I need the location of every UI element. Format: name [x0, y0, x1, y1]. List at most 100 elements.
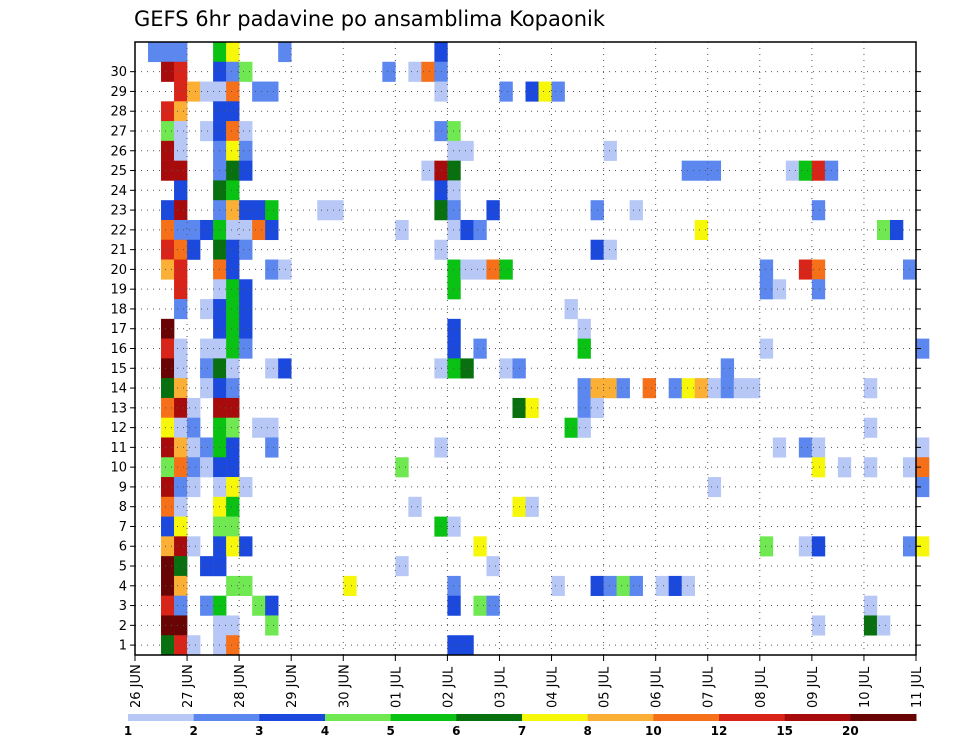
heatmap-cell [226, 575, 240, 596]
legend-level-label: 6 [452, 724, 460, 738]
heatmap-cell [226, 378, 240, 399]
heatmap-cell [161, 477, 175, 498]
legend-swatch [456, 714, 523, 721]
heatmap-cell [226, 536, 240, 557]
heatmap-cell [473, 595, 487, 616]
heatmap-cell [174, 121, 188, 142]
heatmap-cell [161, 42, 175, 63]
heatmap-cell [577, 378, 591, 399]
legend-swatch [325, 714, 392, 721]
x-tick-label: 30 JUN [337, 664, 352, 708]
heatmap-cell [460, 358, 474, 379]
x-tick-label: 26 JUN [129, 664, 144, 708]
y-tick-label: 17 [110, 322, 127, 337]
heatmap-cell [187, 536, 201, 557]
heatmap-cell [161, 378, 175, 399]
heatmap-cell [876, 615, 891, 636]
heatmap-cell [525, 397, 539, 419]
heatmap-cell [174, 575, 188, 596]
heatmap-cell [239, 219, 253, 241]
heatmap-cell [863, 595, 878, 616]
heatmap-cell [161, 457, 175, 478]
heatmap-cell [447, 358, 461, 379]
heatmap-cell [720, 378, 735, 399]
heatmap-cell [798, 437, 813, 458]
legend-level-label: 1 [124, 724, 132, 738]
heatmap-cell [226, 516, 240, 537]
y-tick-label: 5 [119, 560, 127, 575]
heatmap-cell [330, 200, 344, 221]
heatmap-cell [395, 556, 409, 577]
heatmap-cell [174, 160, 188, 181]
heatmap-cell [811, 160, 826, 181]
x-tick-label: 10 JUL [858, 666, 873, 708]
y-tick-label: 30 [110, 65, 127, 80]
heatmap-cell [161, 536, 175, 557]
heatmap-cell [759, 536, 774, 557]
y-tick-label: 20 [110, 263, 127, 278]
legend-swatch [259, 714, 326, 721]
heatmap-cell [577, 417, 591, 438]
heatmap-cell [265, 615, 279, 636]
heatmap-cell [395, 457, 409, 478]
heatmap-cell [226, 279, 240, 300]
heatmap-cell [174, 536, 188, 557]
y-tick-label: 16 [110, 342, 127, 357]
heatmap-cell [421, 61, 435, 82]
y-tick-label: 13 [110, 401, 127, 416]
heatmap-cell [174, 437, 188, 458]
x-tick-label: 29 JUN [285, 664, 300, 708]
y-tick-label: 15 [110, 362, 127, 377]
heatmap-cell [187, 477, 201, 498]
heatmap-cell [265, 417, 279, 438]
y-tick-label: 2 [119, 619, 127, 634]
heatmap-cell [447, 279, 461, 300]
heatmap-cell [603, 239, 617, 260]
heatmap-cell [876, 219, 891, 241]
heatmap-cell [161, 496, 175, 517]
heatmap-cell [161, 101, 175, 122]
heatmap-cell [499, 358, 513, 379]
heatmap-cell [759, 279, 774, 300]
y-tick-label: 12 [110, 421, 127, 436]
heatmap-cell [226, 338, 240, 359]
heatmap-cell [382, 61, 396, 82]
heatmap-cell [161, 595, 175, 616]
heatmap-cell [759, 259, 774, 280]
heatmap-cell [187, 239, 201, 260]
heatmap-cell [343, 575, 357, 596]
y-tick-label: 26 [110, 144, 127, 159]
heatmap-cell [161, 219, 175, 241]
heatmap-cell [161, 318, 175, 339]
heatmap-cell [174, 397, 188, 419]
heatmap-cell [226, 437, 240, 458]
heatmap-cell [187, 437, 201, 458]
heatmap-cell [239, 121, 253, 142]
heatmap-cell [525, 81, 539, 102]
heatmap-cell [772, 279, 787, 300]
heatmap-cell [226, 101, 240, 122]
heatmap-cell [564, 417, 578, 438]
legend-swatch [128, 714, 195, 721]
heatmap-cell [239, 279, 253, 300]
heatmap-cell [447, 219, 461, 241]
heatmap-cell [161, 239, 175, 260]
heatmap-cell [200, 121, 214, 142]
heatmap-cell [447, 575, 461, 596]
chart-title: GEFS 6hr padavine po ansamblima Kopaonik [134, 7, 606, 31]
heatmap-cell [161, 140, 175, 161]
heatmap-cell [642, 378, 656, 399]
heatmap-cell [200, 457, 214, 478]
heatmap-cell [161, 200, 175, 221]
heatmap-cell [252, 595, 266, 616]
y-tick-label: 6 [119, 540, 127, 555]
heatmap-cell [629, 575, 643, 596]
heatmap-cell [174, 417, 188, 438]
heatmap-cell [226, 477, 240, 498]
heatmap-cell [694, 219, 709, 241]
heatmap-cell [200, 595, 214, 616]
heatmap-cell [733, 378, 748, 399]
heatmap-cell [863, 615, 878, 636]
heatmap-cell [200, 556, 214, 577]
